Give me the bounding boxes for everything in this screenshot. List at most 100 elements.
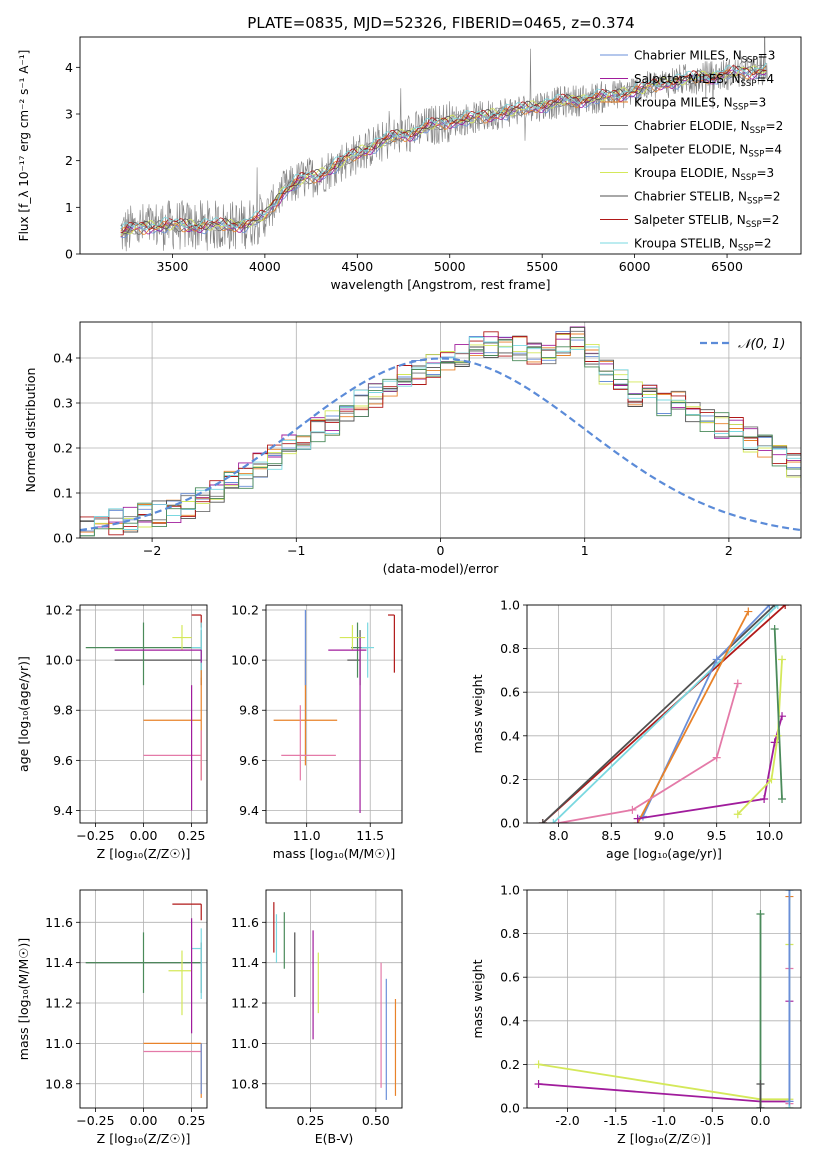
spectrum-axes: 3500 4000 4500 5000 5500 6000 6500 0 1 2 3 4 wavelen…	[17, 50, 743, 292]
x-tick-label: 0.25	[178, 1113, 206, 1128]
legend-label-value: =4	[764, 143, 782, 157]
y-axis-label: age [log₁₀(age/yr)]	[16, 656, 31, 772]
weight-marker	[712, 655, 721, 664]
y-tick-label: 0.0	[500, 1101, 520, 1116]
x-axis-label: wavelength [Angstrom, rest frame]	[330, 277, 550, 292]
x-tick-label: 10.0	[755, 828, 783, 843]
axes-frame	[526, 604, 802, 824]
legend-label: Salpeter STELIB, NSSP=2	[634, 213, 779, 230]
x-tick-label: 11.0	[293, 828, 321, 843]
x-tick-label: 4500	[341, 259, 373, 274]
legend-subscript: SSP	[741, 79, 757, 89]
y-tick-label: 0.2	[500, 772, 520, 787]
axes-frame	[526, 889, 802, 1109]
x-tick-label: 8.5	[601, 828, 621, 843]
legend-label: Chabrier MILES, NSSP=3	[634, 49, 775, 66]
weight-marker	[767, 775, 776, 784]
weight-marker	[781, 605, 790, 609]
y-tick-label: 3	[65, 107, 73, 122]
figure-title: PLATE=0835, MJD=52326, FIBERID=0465, z=0…	[247, 14, 634, 32]
y-tick-label: 9.8	[53, 703, 73, 718]
weight-marker	[756, 909, 765, 918]
weight-marker	[712, 753, 721, 762]
y-tick-label: 11.2	[231, 996, 259, 1011]
x-tick-label: −2	[143, 543, 161, 558]
y-tick-label: 0	[65, 247, 73, 262]
y-tick-label: 0.0	[500, 816, 520, 831]
weight-line	[636, 611, 750, 823]
y-tick-label: 9.4	[53, 803, 73, 818]
y-tick-label: 11.2	[45, 996, 73, 1011]
y-tick-label: 0.8	[500, 641, 520, 656]
x-tick-label: -0.5	[700, 1113, 724, 1128]
legend-label: Chabrier ELODIE, NSSP=2	[634, 119, 783, 136]
y-tick-label: 11.0	[45, 1036, 73, 1051]
x-tick-label: 0.00	[130, 828, 158, 843]
x-tick-label: 0.50	[362, 1113, 390, 1128]
x-tick-label: 8.0	[549, 828, 569, 843]
weight-marker	[534, 1080, 543, 1089]
y-tick-label: 0.4	[500, 728, 520, 743]
x-tick-label: 3500	[157, 259, 189, 274]
legend-label: Chabrier STELIB, NSSP=2	[634, 190, 781, 207]
axes-frame	[265, 604, 403, 824]
weight-marker	[785, 1097, 794, 1106]
x-tick-label: 2	[725, 543, 733, 558]
x-tick-label: −0.25	[76, 1113, 114, 1128]
weight-marker	[756, 1104, 765, 1108]
x-tick-label: 0.25	[297, 1113, 325, 1128]
y-tick-label: 0.4	[53, 351, 73, 366]
legend-label: Salpeter MILES, NSSP=4	[634, 72, 774, 89]
x-axis-label: Z [log₁₀(Z/Z☉)]	[617, 1131, 711, 1146]
model-line-6	[120, 65, 767, 235]
x-axis-label: age [log₁₀(age/yr)]	[606, 846, 722, 861]
y-tick-label: 11.0	[231, 1036, 259, 1051]
weight-marker	[778, 655, 787, 664]
x-tick-label: 9.5	[707, 828, 727, 843]
weight-marker	[744, 607, 753, 616]
legend-label: Salpeter ELODIE, NSSP=4	[634, 143, 782, 160]
y-tick-label: 0.2	[53, 441, 73, 456]
y-tick-label: 0.1	[53, 486, 73, 501]
y-tick-label: 0.6	[500, 685, 520, 700]
weight-marker	[628, 805, 637, 814]
x-tick-label: 0.00	[130, 1113, 158, 1128]
model-line-8	[120, 62, 767, 231]
axes-frame	[79, 321, 802, 539]
y-tick-label: 9.4	[239, 803, 259, 818]
y-axis-label: Normed distribution	[23, 368, 38, 493]
weight-marker	[778, 795, 787, 804]
x-tick-label: −0.25	[76, 828, 114, 843]
y-tick-label: 1.0	[500, 598, 520, 613]
legend-label-value: =2	[763, 190, 781, 204]
axes-frame	[79, 604, 208, 824]
legend-label-value: =2	[762, 213, 780, 227]
y-tick-label: 11.4	[231, 955, 259, 970]
weight-marker	[733, 679, 742, 688]
weight-line	[552, 605, 779, 823]
legend-subscript: SSP	[741, 173, 757, 183]
hist-plot	[80, 326, 801, 538]
spectrum-plot	[120, 37, 768, 252]
x-tick-label: −1	[287, 543, 305, 558]
y-tick-label: 11.6	[45, 915, 73, 930]
legend-subscript: SSP	[738, 244, 754, 254]
y-tick-label: 0.8	[500, 926, 520, 941]
weight-marker	[773, 731, 782, 740]
x-axis-label: Z [log₁₀(Z/Z☉)]	[97, 1131, 191, 1146]
legend-label-value: =2	[754, 237, 772, 251]
y-axis-label: mass weight	[470, 674, 485, 753]
weight-marker	[733, 810, 742, 819]
y-tick-label: 0.3	[53, 396, 73, 411]
normal-curve	[80, 357, 801, 532]
y-tick-label: 10.2	[231, 603, 259, 618]
massweight_vs_age-plot	[538, 605, 790, 823]
axes-frame	[79, 889, 208, 1109]
legend-label: 𝒩(0, 1)	[738, 337, 785, 352]
x-tick-label: 0.0	[751, 1113, 771, 1128]
x-tick-label: -1.5	[604, 1113, 628, 1128]
legend-subscript: SSP	[746, 220, 762, 230]
y-axis-label: mass [log₁₀(M/M☉)]	[16, 938, 31, 1060]
weight-marker	[554, 819, 563, 823]
